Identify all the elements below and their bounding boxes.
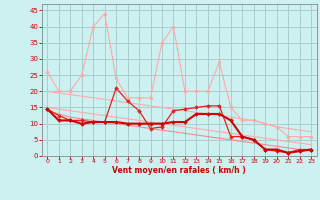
X-axis label: Vent moyen/en rafales ( km/h ): Vent moyen/en rafales ( km/h ) <box>112 166 246 175</box>
